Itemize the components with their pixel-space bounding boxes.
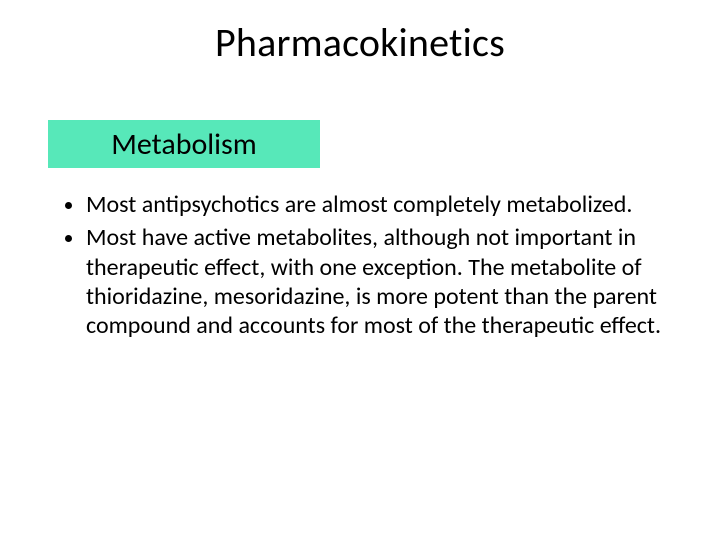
subheading-box: Metabolism (48, 120, 320, 168)
list-item: Most antipsychotics are almost completel… (86, 190, 696, 219)
bullet-list: Most antipsychotics are almost completel… (58, 190, 696, 344)
slide-title: Pharmacokinetics (0, 18, 720, 67)
slide: Pharmacokinetics Metabolism Most antipsy… (0, 0, 720, 540)
subheading-text: Metabolism (111, 126, 257, 163)
list-item: Most have active metabolites, although n… (86, 223, 696, 340)
